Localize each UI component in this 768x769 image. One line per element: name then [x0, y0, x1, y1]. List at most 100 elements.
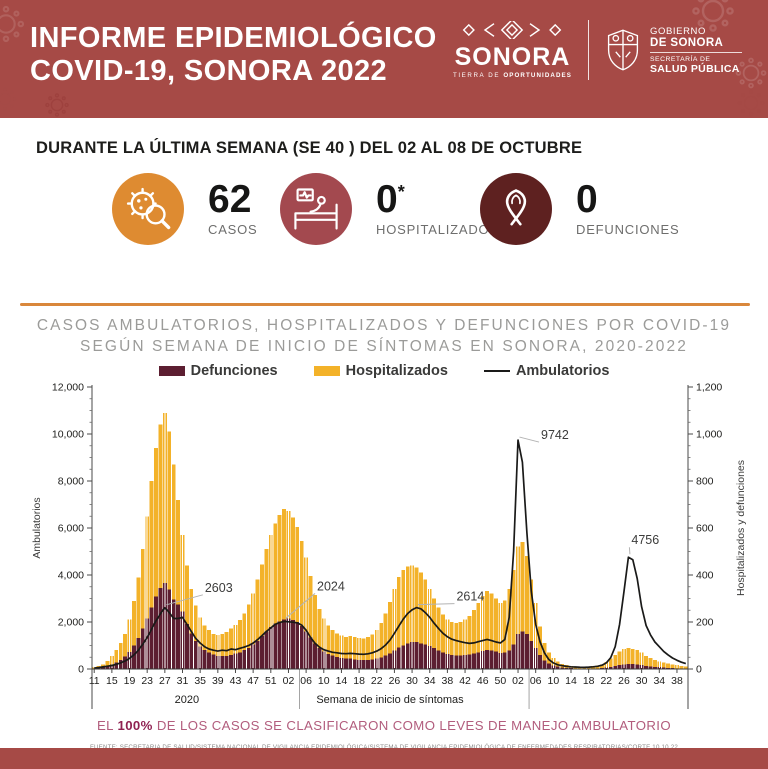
- svg-text:34: 34: [424, 675, 436, 687]
- svg-text:30: 30: [636, 675, 648, 687]
- svg-text:800: 800: [696, 475, 714, 487]
- chart-title: CASOS AMBULATORIOS, HOSPITALIZADOS Y DEF…: [0, 316, 768, 358]
- svg-text:11: 11: [89, 675, 100, 687]
- sonora-tagline-bold: OPORTUNIDADES: [503, 72, 572, 79]
- chart-title-line1: CASOS AMBULATORIOS, HOSPITALIZADOS Y DEF…: [36, 317, 732, 334]
- svg-text:4,000: 4,000: [58, 569, 84, 581]
- svg-text:43: 43: [230, 675, 242, 687]
- page-title: INFORME EPIDEMIOLÓGICO COVID-19, SONORA …: [30, 22, 437, 88]
- sonora-tagline-light: TIERRA DE: [452, 72, 504, 79]
- svg-text:2603: 2603: [205, 581, 233, 595]
- svg-text:23: 23: [141, 675, 153, 687]
- svg-text:6,000: 6,000: [58, 522, 84, 534]
- svg-text:Ambulatorios: Ambulatorios: [31, 497, 43, 558]
- bottom-band: [0, 748, 768, 769]
- legend-label-hospitalizados: Hospitalizados: [345, 362, 448, 379]
- stats-row: 62 CASOS: [112, 173, 768, 245]
- page-title-line1: INFORME EPIDEMIOLÓGICO: [30, 22, 437, 54]
- stat-defunciones-label: DEFUNCIONES: [576, 221, 680, 237]
- svg-text:30: 30: [406, 675, 418, 687]
- svg-text:22: 22: [371, 675, 383, 687]
- section-divider: [20, 303, 750, 306]
- svg-text:8,000: 8,000: [58, 475, 84, 487]
- hospital-bed-icon: [294, 188, 338, 230]
- svg-text:2024: 2024: [317, 579, 345, 593]
- sonora-logo: SONORA TIERRA DE OPORTUNIDADES: [453, 18, 572, 79]
- svg-text:12,000: 12,000: [52, 381, 84, 393]
- svg-text:38: 38: [671, 675, 683, 687]
- svg-text:02: 02: [283, 675, 295, 687]
- stat-hospitalizado: 0* HOSPITALIZADO: [280, 173, 489, 245]
- defunciones-swatch: [158, 365, 185, 376]
- svg-text:02: 02: [512, 675, 524, 687]
- svg-text:600: 600: [696, 522, 714, 534]
- svg-text:0: 0: [78, 663, 84, 675]
- ambulatorios-swatch: [483, 369, 510, 373]
- svg-text:06: 06: [300, 675, 312, 687]
- legend-item-ambulatorios: Ambulatorios: [483, 363, 609, 379]
- legend-item-defunciones: Defunciones: [158, 362, 278, 379]
- logo-divider: [588, 20, 589, 80]
- awareness-ribbon-icon: [505, 189, 527, 226]
- svg-text:1,000: 1,000: [696, 428, 722, 440]
- svg-text:35: 35: [194, 675, 206, 687]
- gobierno-line2: DE SONORA: [650, 36, 724, 49]
- stat-defunciones-text: 0 DEFUNCIONES: [576, 178, 680, 237]
- legend-label-defunciones: Defunciones: [190, 362, 278, 379]
- svg-text:15: 15: [106, 675, 118, 687]
- svg-text:400: 400: [696, 569, 714, 581]
- stat-defunciones: 0 DEFUNCIONES: [480, 173, 679, 245]
- svg-text:26: 26: [618, 675, 630, 687]
- sonora-logo-word: SONORA: [454, 43, 571, 71]
- chart-title-line2: SEGÚN SEMANA DE INICIO DE SÍNTOMAS EN SO…: [80, 337, 688, 355]
- stat-hospitalizado-suffix: *: [397, 182, 405, 203]
- svg-text:26: 26: [389, 675, 401, 687]
- chart-legend: Defunciones Hospitalizados Ambulatorios: [0, 363, 768, 379]
- footer-note-bold: 100%: [117, 717, 153, 733]
- svg-text:06: 06: [530, 675, 542, 687]
- gobierno-logo-separator: [650, 51, 742, 53]
- stat-defunciones-value: 0: [576, 178, 679, 222]
- svg-text:0: 0: [696, 663, 702, 675]
- summary-title: DURANTE LA ÚLTIMA SEMANA (SE 40 ) DEL 02…: [36, 139, 583, 157]
- stat-casos: 62 CASOS: [112, 173, 280, 245]
- stat-casos-label: CASOS: [208, 221, 258, 237]
- stat-casos-number: 62: [208, 178, 252, 222]
- svg-text:10,000: 10,000: [52, 428, 84, 440]
- svg-text:18: 18: [353, 675, 365, 687]
- svg-text:18: 18: [583, 675, 595, 687]
- source-note: FUENTE: SECRETARIA DE SALUD/SISTEMA NACI…: [0, 744, 768, 751]
- chart-section: CASOS AMBULATORIOS, HOSPITALIZADOS Y DEF…: [0, 316, 768, 715]
- summary-section: DURANTE LA ÚLTIMA SEMANA (SE 40 ) DEL 02…: [0, 139, 768, 306]
- stat-hospitalizado-text: 0* HOSPITALIZADO: [376, 180, 490, 237]
- svg-text:Hospitalizados y defunciones: Hospitalizados y defunciones: [735, 460, 747, 596]
- sonora-logo-tagline: TIERRA DE OPORTUNIDADES: [453, 72, 572, 79]
- svg-text:22: 22: [600, 675, 612, 687]
- legend-item-hospitalizados: Hospitalizados: [313, 362, 448, 379]
- stat-hospitalizado-value: 0*: [376, 180, 489, 219]
- svg-text:42: 42: [459, 675, 471, 687]
- svg-text:47: 47: [247, 675, 259, 687]
- coat-of-arms-icon: [607, 29, 639, 71]
- svg-text:39: 39: [212, 675, 224, 687]
- page-title-line2: COVID-19, SONORA 2022: [30, 54, 388, 87]
- svg-text:9742: 9742: [541, 428, 569, 442]
- svg-text:Semana de inicio de síntomas: Semana de inicio de síntomas: [316, 694, 464, 706]
- gobierno-line3: SECRETARÍA DE: [650, 55, 711, 63]
- stat-hospitalizado-circle: [280, 173, 352, 245]
- gobierno-logo: GOBIERNO DE SONORA SECRETARÍA DE SALUD P…: [605, 26, 742, 75]
- combo-chart-svg: 0 2,000 4,000 6,000 8,000 10,000 12,000 0 200 400…: [31, 381, 747, 709]
- header: INFORME EPIDEMIOLÓGICO COVID-19, SONORA …: [0, 0, 768, 118]
- svg-text:10: 10: [318, 675, 330, 687]
- svg-text:51: 51: [265, 675, 277, 687]
- footer-note-suffix: DE LOS CASOS SE CLASIFICARON COMO LEVES …: [152, 717, 672, 733]
- svg-text:19: 19: [124, 675, 136, 687]
- virus-search-icon: [126, 187, 171, 230]
- svg-text:2,000: 2,000: [58, 616, 84, 628]
- svg-text:1,200: 1,200: [696, 381, 722, 393]
- svg-text:46: 46: [477, 675, 489, 687]
- gobierno-logo-text: GOBIERNO DE SONORA SECRETARÍA DE SALUD P…: [650, 26, 742, 75]
- stat-defunciones-number: 0: [576, 178, 598, 222]
- sonora-logo-ornament-icon: [463, 18, 562, 42]
- stat-hospitalizado-label: HOSPITALIZADO: [376, 221, 490, 237]
